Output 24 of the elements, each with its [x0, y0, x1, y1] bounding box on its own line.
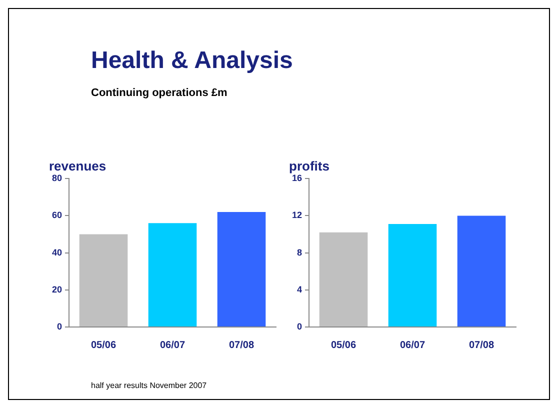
bar — [388, 224, 437, 326]
y-tick-label: 16 — [292, 173, 302, 184]
y-tick-label: 80 — [52, 173, 62, 184]
y-tick-label: 0 — [56, 321, 62, 332]
text: half year results November 2007 — [91, 381, 207, 390]
x-tick-label: 06/07 — [400, 340, 426, 351]
x-tick-label: 06/07 — [160, 340, 186, 351]
y-tick-label: 20 — [52, 284, 62, 294]
x-tick-label: 05/06 — [330, 340, 356, 351]
y-tick-label: 60 — [52, 210, 62, 220]
bar — [457, 216, 506, 326]
bar — [319, 232, 368, 326]
text: Continuing operations £m — [91, 87, 228, 99]
chart-title: profits — [289, 158, 330, 174]
x-tick-label: 07/08 — [468, 340, 494, 351]
y-tick-label: 40 — [52, 247, 62, 258]
y-tick-label: 4 — [296, 284, 302, 294]
x-tick-label: 05/06 — [90, 340, 116, 351]
y-tick-label: 12 — [292, 210, 302, 220]
y-tick-label: 8 — [296, 247, 302, 258]
chart-title: revenues — [49, 158, 106, 174]
y-tick-label: 0 — [296, 321, 302, 332]
text: Health & Analysis — [91, 47, 293, 75]
x-tick-label: 07/08 — [228, 340, 254, 351]
